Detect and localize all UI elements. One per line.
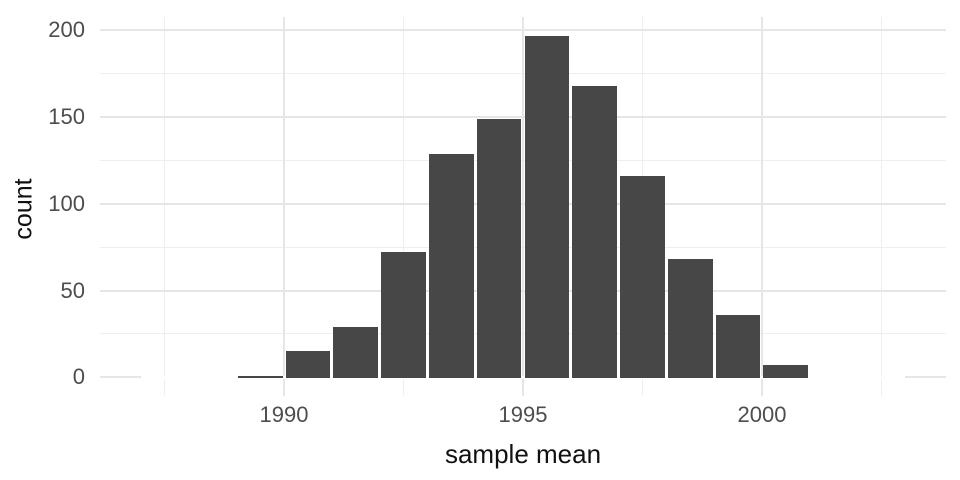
x-tick-label: 1995 (498, 402, 548, 427)
histogram-bar (524, 35, 570, 378)
x-minor-gridline (164, 17, 166, 396)
histogram-bar (763, 365, 809, 378)
histogram-bar (620, 176, 665, 378)
histogram-bar (381, 252, 426, 378)
x-axis-title: sample mean (444, 439, 602, 469)
y-tick-label: 100 (48, 190, 85, 216)
histogram-bar (667, 259, 713, 378)
x-minor-gridline (880, 17, 882, 396)
y-tick-label: 200 (48, 17, 85, 43)
x-tick-label: 2000 (737, 402, 787, 427)
baseline-cover (140, 376, 906, 380)
histogram-bar (428, 153, 474, 378)
x-minor-gridline (403, 17, 404, 396)
histogram-bar (476, 118, 522, 378)
y-tick-label: 150 (48, 104, 85, 130)
x-tick-label: 1990 (259, 402, 309, 427)
y-tick-label: 50 (60, 277, 85, 303)
x-major-gridline (522, 17, 524, 396)
histogram-bar (333, 327, 379, 378)
histogram-bar (237, 375, 283, 378)
histogram-bar (285, 351, 331, 378)
y-tick-label: 0 (72, 364, 85, 390)
y-axis-title: count (9, 177, 38, 240)
x-major-gridline (283, 17, 286, 396)
histogram-bar (572, 85, 618, 378)
histogram-bar (715, 314, 761, 378)
x-major-gridline (760, 17, 763, 396)
